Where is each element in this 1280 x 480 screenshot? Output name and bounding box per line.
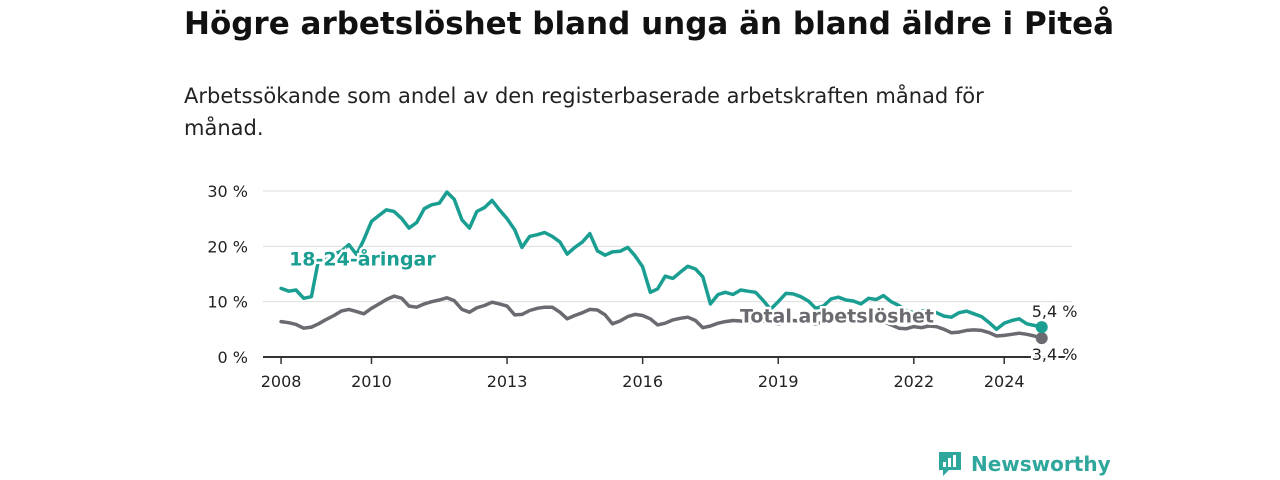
grid-lines	[263, 190, 1072, 358]
youth-end-point	[1035, 321, 1048, 334]
series-lines	[279, 190, 1048, 345]
total-series-line	[279, 294, 1044, 340]
total-series-label: Total arbetslöshet	[740, 306, 934, 328]
y-tick-label: 0 %	[218, 348, 248, 367]
y-axis-tick-labels: 0 % 10 % 20 % 30 %	[207, 182, 248, 367]
series-labels: 18-24-åringar Total arbetslöshet 5,4 % 3,4 …	[287, 244, 1080, 366]
youth-series-line	[279, 190, 1044, 332]
x-tick-label: 2010	[351, 372, 392, 391]
x-tick-label: 2008	[261, 372, 302, 391]
x-tick-label: 2019	[758, 372, 799, 391]
x-tick-label: 2022	[893, 372, 934, 391]
chart-title: Högre arbetslöshet bland unga än bland ä…	[184, 6, 1115, 42]
newsworthy-logo-icon	[939, 452, 961, 476]
youth-end-value-label: 5,4 %	[1032, 302, 1078, 321]
youth-series-label: 18-24-åringar	[289, 247, 436, 271]
x-tick-label: 2016	[622, 372, 663, 391]
total-end-point	[1035, 332, 1048, 345]
brand-logo: Newsworthy	[937, 448, 1111, 480]
y-tick-label: 20 %	[207, 237, 248, 256]
x-tick-label: 2013	[487, 372, 528, 391]
x-tick-label: 2024	[984, 372, 1025, 391]
line-chart: 0 % 10 % 20 % 30 % 2008 2010 2013 2016 2019 2022…	[207, 182, 1080, 391]
y-tick-label: 30 %	[207, 182, 248, 201]
total-end-value-label: 3,4 %	[1032, 345, 1078, 364]
y-tick-label: 10 %	[207, 293, 248, 312]
chart-subtitle: Arbetssökande som andel av den registerb…	[184, 84, 984, 140]
x-axis-ticks: 2008 2010 2013 2016 2019 2022 2024	[261, 357, 1025, 391]
brand-name: Newsworthy	[971, 452, 1111, 476]
